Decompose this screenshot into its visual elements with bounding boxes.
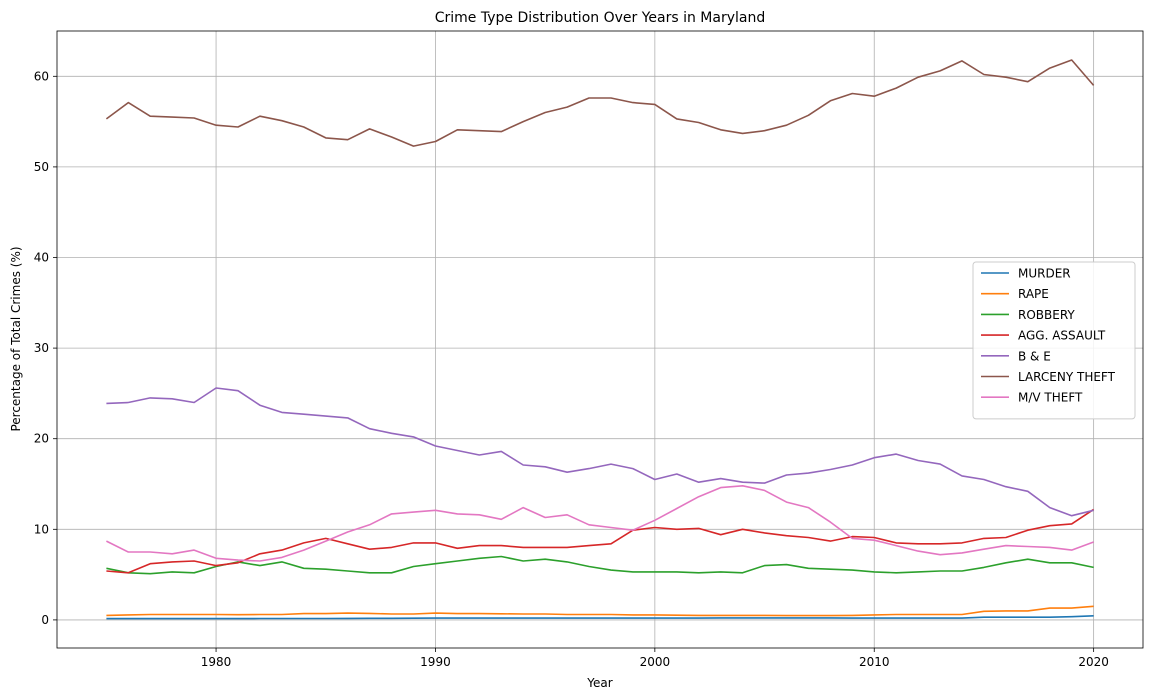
legend-entry-label: MURDER bbox=[1018, 267, 1071, 281]
legend-entry-label: RAPE bbox=[1018, 287, 1049, 301]
legend-box bbox=[972, 261, 1136, 420]
legend-entry-label: AGG. ASSAULT bbox=[1018, 329, 1106, 343]
x-tick-label: 1980 bbox=[201, 655, 232, 669]
y-tick-label: 30 bbox=[34, 341, 49, 355]
y-tick-label: 20 bbox=[34, 432, 49, 446]
x-axis: 1980 1990 2000 2010 2020 bbox=[201, 648, 1109, 669]
legend-entry-label: B & E bbox=[1018, 349, 1051, 363]
y-tick-label: 60 bbox=[34, 69, 49, 83]
y-tick-label: 10 bbox=[34, 522, 49, 536]
plot-area-frame bbox=[56, 30, 1144, 649]
chart-title: Crime Type Distribution Over Years in Ma… bbox=[435, 10, 766, 26]
x-tick-label: 1990 bbox=[420, 655, 451, 669]
series-line-larceny-theft bbox=[105, 59, 1095, 147]
legend-entry-label: LARCENY THEFT bbox=[1018, 370, 1116, 384]
y-tick-label: 0 bbox=[41, 613, 49, 627]
x-axis-label: Year bbox=[586, 676, 612, 690]
y-axis: 0 10 20 30 40 50 60 bbox=[34, 69, 57, 627]
x-tick-label: 2010 bbox=[859, 655, 890, 669]
series-line-murder bbox=[106, 615, 1094, 620]
x-tick-label: 2000 bbox=[640, 655, 671, 669]
series-line-agg-assault bbox=[106, 508, 1095, 574]
y-tick-label: 50 bbox=[34, 160, 49, 174]
series-line-robbery bbox=[106, 555, 1094, 575]
x-tick-label: 2020 bbox=[1078, 655, 1109, 669]
series-line-rape bbox=[106, 605, 1094, 617]
series-line-m-v-theft bbox=[106, 484, 1094, 562]
grid-lines bbox=[57, 31, 1143, 648]
legend-entry-label: ROBBERY bbox=[1018, 308, 1075, 322]
y-axis-label: Percentage of Total Crimes (%) bbox=[9, 246, 23, 431]
legend-entry-label: M/V THEFT bbox=[1018, 391, 1083, 405]
y-tick-label: 40 bbox=[34, 251, 49, 265]
series-lines bbox=[105, 59, 1095, 620]
series-line-b-e bbox=[106, 387, 1094, 517]
legend: MURDER RAPE ROBBERY AGG. ASSAULT B & E LARCEN… bbox=[972, 261, 1136, 420]
